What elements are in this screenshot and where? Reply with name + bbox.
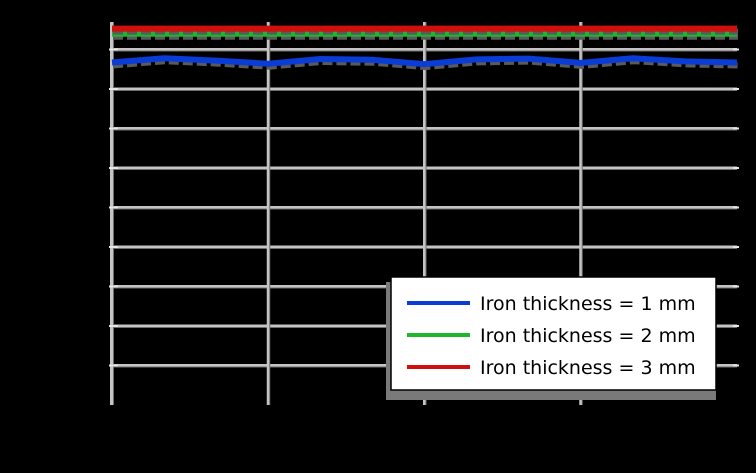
series-layer	[111, 25, 739, 71]
axis-layer	[109, 48, 739, 367]
series-line-0	[111, 55, 738, 68]
legend: Iron thickness = 1 mm Iron thickness = 2…	[386, 276, 717, 400]
legend-label-iron-2mm: Iron thickness = 2 mm	[480, 325, 696, 347]
legend-label-iron-3mm: Iron thickness = 3 mm	[480, 357, 696, 379]
legend-label-iron-1mm: Iron thickness = 1 mm	[480, 293, 696, 315]
